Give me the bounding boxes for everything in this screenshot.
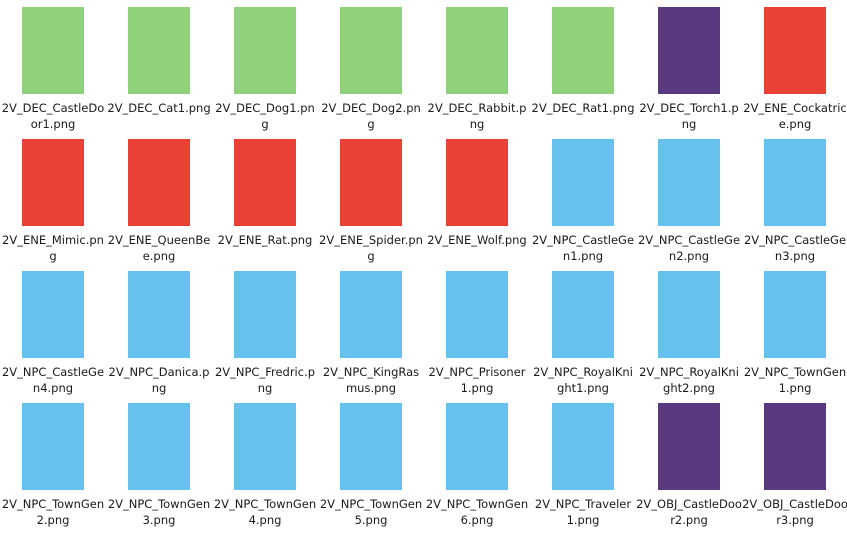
file-item[interactable]: 2V_ENE_Wolf.png: [424, 139, 530, 271]
file-item[interactable]: 2V_NPC_TownGen1.png: [742, 271, 847, 403]
file-name-label: 2V_NPC_CastleGen3.png: [743, 233, 847, 263]
image-thumbnail: [128, 139, 190, 226]
file-name-label: 2V_ENE_QueenBee.png: [107, 233, 211, 263]
file-item[interactable]: 2V_NPC_TownGen3.png: [106, 403, 212, 535]
file-name-label: 2V_NPC_CastleGen2.png: [637, 233, 741, 263]
image-thumbnail: [128, 403, 190, 490]
file-name-label: 2V_OBJ_CastleDoor3.png: [742, 497, 847, 527]
file-name-label: 2V_NPC_TownGen2.png: [1, 497, 105, 527]
file-name-label: 2V_ENE_Wolf.png: [427, 233, 527, 247]
file-name-label: 2V_OBJ_CastleDoor2.png: [636, 497, 742, 527]
file-name-label: 2V_ENE_Mimic.png: [2, 233, 104, 263]
image-thumbnail: [658, 271, 720, 358]
image-thumbnail: [22, 7, 84, 94]
image-thumbnail: [764, 403, 826, 490]
file-item[interactable]: 2V_NPC_Traveler1.png: [530, 403, 636, 535]
file-name-label: 2V_NPC_TownGen6.png: [425, 497, 529, 527]
file-name-label: 2V_NPC_Danica.png: [108, 365, 210, 395]
file-name-label: 2V_NPC_Prisoner1.png: [428, 365, 526, 395]
image-thumbnail: [552, 139, 614, 226]
file-name-label: 2V_DEC_Cat1.png: [107, 101, 211, 115]
image-thumbnail: [658, 139, 720, 226]
image-thumbnail: [658, 7, 720, 94]
file-item[interactable]: 2V_NPC_RoyalKnight1.png: [530, 271, 636, 403]
image-thumbnail: [22, 271, 84, 358]
image-thumbnail: [552, 403, 614, 490]
image-thumbnail: [340, 139, 402, 226]
image-thumbnail: [234, 139, 296, 226]
image-thumbnail: [446, 7, 508, 94]
file-item[interactable]: 2V_DEC_CastleDoor1.png: [0, 7, 106, 139]
file-name-label: 2V_NPC_KingRasmus.png: [322, 365, 420, 395]
file-name-label: 2V_ENE_Rat.png: [217, 233, 313, 247]
file-name-label: 2V_ENE_Spider.png: [319, 233, 423, 263]
file-item[interactable]: 2V_NPC_TownGen5.png: [318, 403, 424, 535]
file-item[interactable]: 2V_ENE_Mimic.png: [0, 139, 106, 271]
file-name-label: 2V_NPC_CastleGen4.png: [1, 365, 105, 395]
file-item[interactable]: 2V_NPC_TownGen6.png: [424, 403, 530, 535]
file-item[interactable]: 2V_ENE_Rat.png: [212, 139, 318, 271]
image-thumbnail: [340, 271, 402, 358]
image-thumbnail: [552, 271, 614, 358]
file-item[interactable]: 2V_NPC_CastleGen3.png: [742, 139, 847, 271]
file-name-label: 2V_DEC_Rabbit.png: [427, 101, 527, 131]
file-item[interactable]: 2V_OBJ_CastleDoor2.png: [636, 403, 742, 535]
file-item[interactable]: 2V_NPC_KingRasmus.png: [318, 271, 424, 403]
file-item[interactable]: 2V_DEC_Torch1.png: [636, 7, 742, 139]
file-item[interactable]: 2V_NPC_Danica.png: [106, 271, 212, 403]
file-name-label: 2V_NPC_Fredric.png: [214, 365, 316, 395]
file-item[interactable]: 2V_ENE_Spider.png: [318, 139, 424, 271]
file-item[interactable]: 2V_DEC_Rabbit.png: [424, 7, 530, 139]
image-thumbnail: [764, 271, 826, 358]
file-item[interactable]: 2V_DEC_Rat1.png: [530, 7, 636, 139]
image-thumbnail: [446, 139, 508, 226]
file-name-label: 2V_DEC_Rat1.png: [531, 101, 635, 115]
file-name-label: 2V_NPC_TownGen3.png: [107, 497, 211, 527]
file-item[interactable]: 2V_DEC_Dog1.png: [212, 7, 318, 139]
file-name-label: 2V_ENE_Cockatrice.png: [743, 101, 847, 131]
image-thumbnail: [22, 403, 84, 490]
image-thumbnail: [340, 7, 402, 94]
image-thumbnail: [22, 139, 84, 226]
image-thumbnail: [658, 403, 720, 490]
image-thumbnail: [764, 139, 826, 226]
image-thumbnail: [234, 271, 296, 358]
image-thumbnail: [446, 403, 508, 490]
file-item[interactable]: 2V_NPC_Fredric.png: [212, 271, 318, 403]
file-name-label: 2V_NPC_TownGen1.png: [743, 365, 847, 395]
file-name-label: 2V_DEC_CastleDoor1.png: [1, 101, 105, 131]
file-name-label: 2V_DEC_Dog1.png: [215, 101, 315, 131]
file-name-label: 2V_NPC_RoyalKnight1.png: [533, 365, 633, 395]
file-item[interactable]: 2V_NPC_RoyalKnight2.png: [636, 271, 742, 403]
file-name-label: 2V_NPC_TownGen5.png: [319, 497, 423, 527]
image-thumbnail: [552, 7, 614, 94]
file-name-label: 2V_DEC_Torch1.png: [639, 101, 739, 131]
image-thumbnail: [340, 403, 402, 490]
image-thumbnail: [234, 403, 296, 490]
image-thumbnail: [234, 7, 296, 94]
file-item[interactable]: 2V_NPC_TownGen2.png: [0, 403, 106, 535]
file-item[interactable]: 2V_NPC_Prisoner1.png: [424, 271, 530, 403]
file-item[interactable]: 2V_DEC_Cat1.png: [106, 7, 212, 139]
file-name-label: 2V_DEC_Dog2.png: [321, 101, 421, 131]
file-item[interactable]: 2V_NPC_CastleGen2.png: [636, 139, 742, 271]
image-thumbnail: [446, 271, 508, 358]
file-item[interactable]: 2V_ENE_Cockatrice.png: [742, 7, 847, 139]
file-item[interactable]: 2V_NPC_CastleGen4.png: [0, 271, 106, 403]
image-thumbnail: [128, 7, 190, 94]
file-name-label: 2V_NPC_CastleGen1.png: [531, 233, 635, 263]
file-item[interactable]: 2V_DEC_Dog2.png: [318, 7, 424, 139]
image-thumbnail: [764, 7, 826, 94]
file-name-label: 2V_NPC_RoyalKnight2.png: [639, 365, 739, 395]
file-item[interactable]: 2V_ENE_QueenBee.png: [106, 139, 212, 271]
file-grid: 2V_DEC_CastleDoor1.png 2V_DEC_Cat1.png 2V_…: [0, 7, 847, 535]
file-name-label: 2V_NPC_Traveler1.png: [534, 497, 632, 527]
file-item[interactable]: 2V_OBJ_CastleDoor3.png: [742, 403, 847, 535]
file-name-label: 2V_NPC_TownGen4.png: [213, 497, 317, 527]
image-thumbnail: [128, 271, 190, 358]
file-item[interactable]: 2V_NPC_CastleGen1.png: [530, 139, 636, 271]
file-item[interactable]: 2V_NPC_TownGen4.png: [212, 403, 318, 535]
